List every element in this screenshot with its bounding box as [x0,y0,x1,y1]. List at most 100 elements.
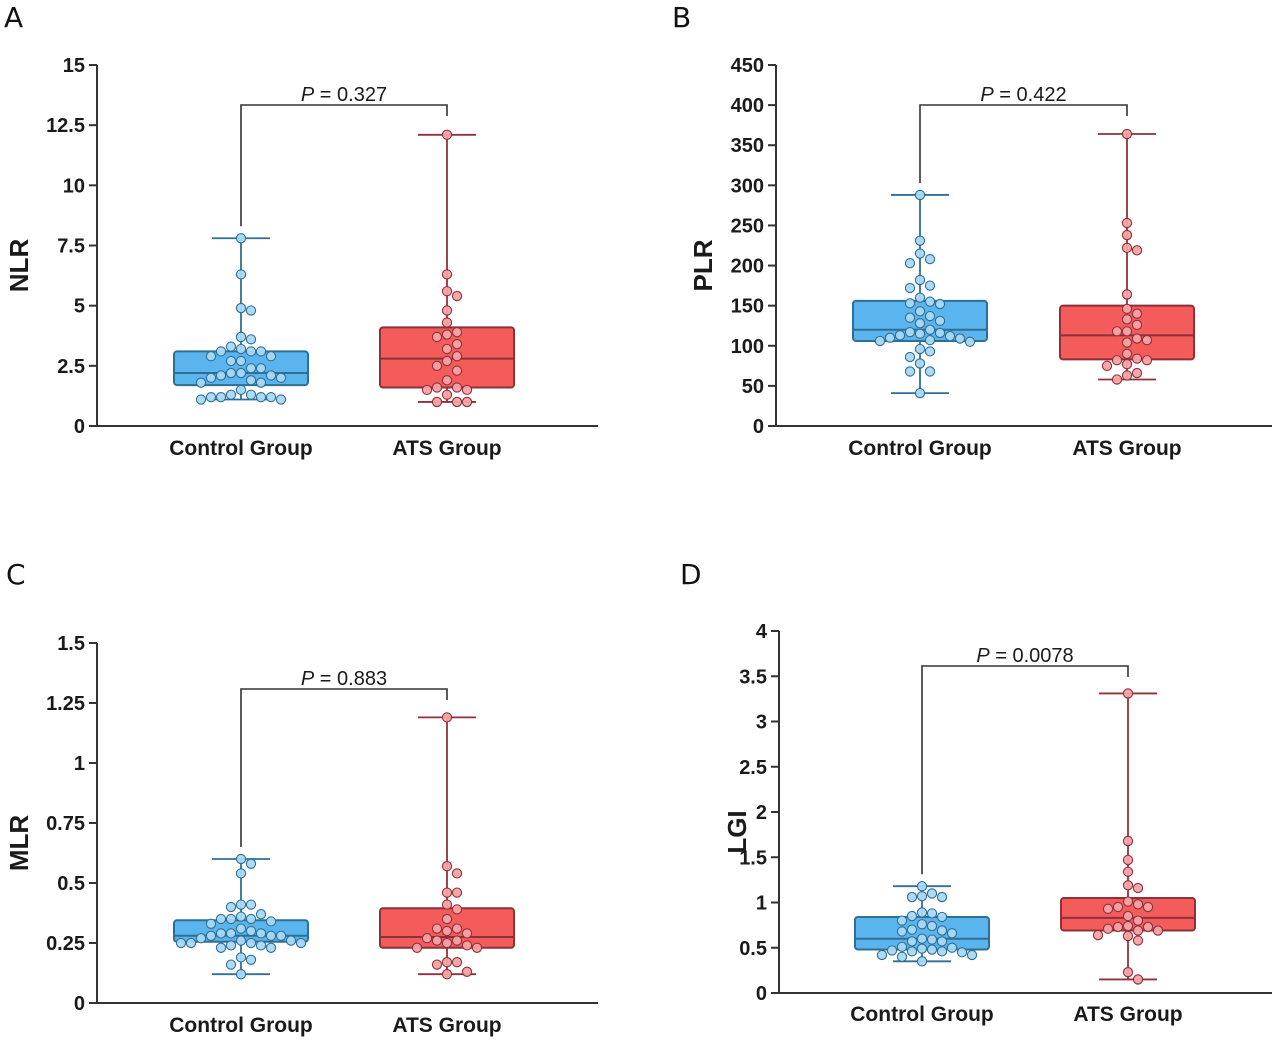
data-point [451,351,463,362]
data-point [1122,910,1134,922]
data-point [235,331,247,343]
data-point [255,346,267,357]
data-point [431,959,443,970]
x-category-label: ATS Group [1073,1003,1182,1026]
y-axis-title: LGI [722,810,752,853]
data-point [225,913,237,925]
panel-mlr: C 0 0.25 0.5 0.75 1 1.25 1.5 MLR Control Group AT… [4,558,598,1037]
data-point [441,937,453,949]
data-point [275,394,287,405]
data-point [1152,925,1164,936]
data-point [235,367,247,379]
data-point [245,305,257,316]
y-axis-title: MLR [4,815,34,872]
data-point [1121,314,1133,325]
data-point [471,942,483,953]
data-point [205,351,217,362]
data-point [235,269,247,280]
x-category-label: Control Group [169,1014,312,1037]
data-point [215,391,227,403]
data-point [1142,921,1154,933]
data-point [1112,901,1124,913]
data-point [936,891,948,903]
data-point [441,925,453,937]
data-point [1121,326,1133,337]
data-point [431,396,443,408]
panel-letter: A [4,1,23,34]
data-point [924,335,936,346]
y-tick-label: 2 [756,802,767,824]
y-tick-label: 0.75 [46,813,85,835]
data-point [451,382,463,393]
y-tick-label: 5 [74,296,85,318]
data-point [421,933,433,944]
box-series-control [173,853,309,980]
data-point [936,911,948,923]
data-point [1092,929,1104,941]
data-point [884,332,896,343]
data-point [295,937,307,949]
data-point [1121,242,1133,254]
data-point [946,928,958,939]
data-point [914,248,926,259]
data-point [1131,245,1143,256]
panel-plr: B 0 50 100 150 200 250 300 350 400 450 PLR Control … [672,1,1272,460]
data-point [1122,930,1134,942]
x-category-label: ATS Group [392,437,501,460]
data-point [185,937,197,949]
data-point [431,935,443,946]
y-tick-label: 350 [731,135,764,157]
data-point [245,375,257,386]
data-point [894,330,906,341]
data-point [904,282,916,294]
data-point [255,928,267,939]
data-point [1132,882,1144,894]
data-point [1132,935,1144,946]
data-point [966,949,978,961]
data-point [441,712,453,723]
data-point [914,343,926,355]
data-point [1141,335,1153,346]
y-tick-label: 1.5 [739,847,767,869]
data-point [245,389,257,400]
data-point [886,945,898,956]
data-point [255,909,267,920]
box-series-ats [1060,688,1196,985]
data-point [205,918,217,929]
y-tick-label: 50 [742,376,764,398]
p-value-label: P = 0.883 [301,668,387,690]
data-point [1111,355,1123,366]
data-point [235,302,247,314]
data-point [926,934,938,945]
data-point [876,949,888,961]
data-point [245,346,257,357]
data-point [265,942,277,953]
data-point [1132,899,1144,910]
data-point [195,394,207,405]
data-point [451,396,463,408]
data-point [265,916,277,927]
significance-bracket: P = 0.0078 [921,645,1129,875]
bracket-line [240,688,448,847]
y-tick-label: 3 [756,712,767,734]
data-point [451,365,463,376]
data-point [431,331,443,343]
data-point [431,382,443,393]
data-point [916,907,928,918]
data-point [195,377,207,388]
data-point [916,943,928,954]
data-point [461,928,473,939]
panel-nlr: A 0 2.5 5 7.5 10 12.5 15 NLR Control Group ATS Gr… [4,1,598,460]
data-point [1101,360,1113,371]
x-category-label: Control Group [169,437,312,460]
y-tick-label: 12.5 [46,115,85,137]
data-point [914,328,926,339]
data-point [896,941,908,952]
x-category-label: ATS Group [1072,437,1181,460]
data-point [1111,374,1123,385]
data-point [225,389,237,400]
data-point [916,891,928,902]
data-point [924,280,936,291]
data-point [1111,326,1123,337]
data-point [1122,896,1134,907]
